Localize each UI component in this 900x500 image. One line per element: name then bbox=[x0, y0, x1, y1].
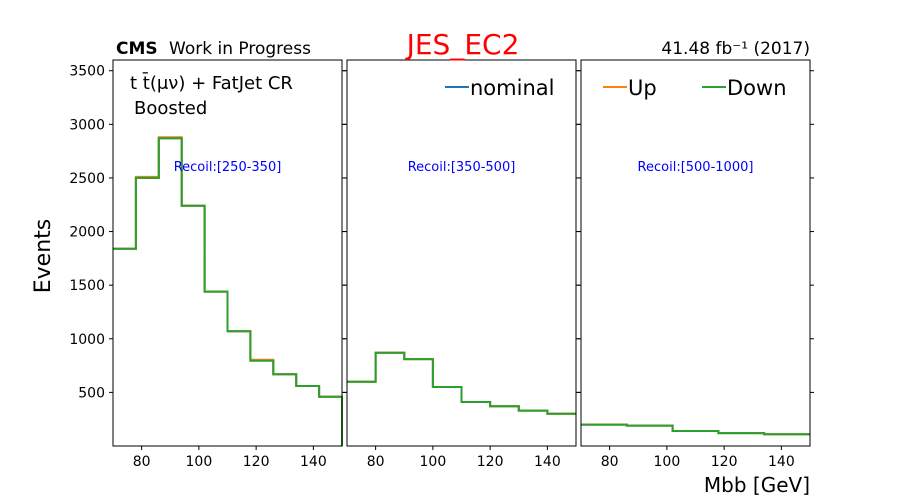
y-tick-label: 1500 bbox=[69, 278, 105, 294]
y-tick-label: 2500 bbox=[69, 171, 105, 187]
x-tick-label: 140 bbox=[534, 454, 561, 470]
x-tick-label: 100 bbox=[186, 454, 213, 470]
y-tick-label: 1000 bbox=[69, 332, 105, 348]
legend-item-up: Up bbox=[603, 76, 657, 100]
series-line-nominal-panel-2 bbox=[347, 351, 576, 415]
panel-frame bbox=[112, 59, 343, 447]
legend-item-down: Down bbox=[702, 76, 787, 100]
legend-label: Up bbox=[628, 76, 657, 100]
chart-root: 500 1000 1500 2000 2500 3000 3500 80 100 120 140 Re… bbox=[69, 59, 814, 470]
x-tick-label: 100 bbox=[420, 454, 447, 470]
panel-1: 500 1000 1500 2000 2500 3000 3500 80 100 120 140 Re… bbox=[69, 59, 346, 470]
series-line-down-panel-1 bbox=[113, 137, 343, 446]
x-tick-label: 120 bbox=[477, 454, 504, 470]
x-tick-label: 80 bbox=[601, 454, 619, 470]
series-line-up-panel-2 bbox=[347, 351, 576, 415]
series-line-down-panel-2 bbox=[347, 351, 576, 415]
panel-frame bbox=[346, 59, 577, 447]
x-tick-label: 80 bbox=[133, 454, 151, 470]
y-tick-label: 2000 bbox=[69, 225, 105, 241]
legend-item-nominal: nominal bbox=[445, 76, 554, 100]
x-tick-label: 120 bbox=[711, 454, 738, 470]
luminosity-label: 41.48 fb⁻¹ (2017) bbox=[661, 39, 810, 59]
y-axis-label: Events bbox=[31, 219, 56, 294]
recoil-label: Recoil:[500-1000] bbox=[638, 160, 754, 175]
x-tick-label: 120 bbox=[243, 454, 270, 470]
series-line-down-panel-3 bbox=[581, 423, 810, 436]
region-label-line1: t t̄(μν) + FatJet CR bbox=[130, 72, 293, 94]
y-tick-label: 3500 bbox=[69, 64, 105, 80]
x-tick-label: 140 bbox=[300, 454, 327, 470]
panel-2: 80 100 120 140 Recoil:[350-500] bbox=[343, 59, 580, 470]
recoil-label: Recoil:[350-500] bbox=[408, 160, 516, 175]
panel-3: 80 100 120 140 Recoil:[500-1000] bbox=[577, 59, 814, 470]
x-axis-label: Mbb [GeV] bbox=[704, 473, 810, 497]
x-tick-label: 80 bbox=[367, 454, 385, 470]
recoil-label: Recoil:[250-350] bbox=[174, 160, 282, 175]
legend-label: nominal bbox=[470, 76, 554, 100]
series-line-nominal-panel-3 bbox=[581, 423, 810, 436]
chart-title: JES_EC2 bbox=[405, 28, 520, 61]
x-tick-label: 100 bbox=[654, 454, 681, 470]
legend-label: Down bbox=[727, 76, 787, 100]
experiment-label: CMS bbox=[116, 39, 158, 59]
experiment-sublabel: Work in Progress bbox=[169, 39, 311, 59]
x-tick-label: 140 bbox=[768, 454, 795, 470]
y-tick-label: 3000 bbox=[69, 117, 105, 133]
y-tick-label: 500 bbox=[78, 385, 105, 401]
panel-frame bbox=[580, 59, 811, 447]
experiment-header: CMS Work in Progress bbox=[116, 39, 311, 59]
series-line-up-panel-3 bbox=[581, 423, 810, 436]
region-label-line2: Boosted bbox=[134, 98, 207, 119]
